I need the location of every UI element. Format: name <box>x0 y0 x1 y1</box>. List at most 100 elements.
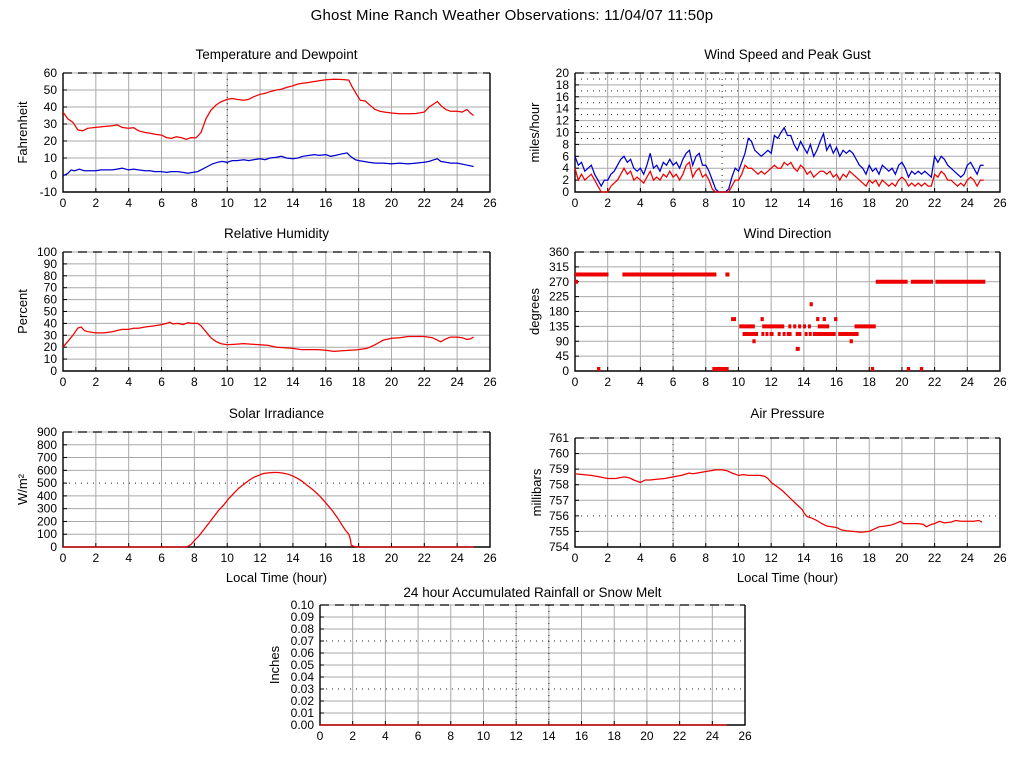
x-tick-label: 2 <box>93 196 100 210</box>
x-tick-label: 18 <box>352 551 366 565</box>
y-tick-label: 756 <box>549 509 569 523</box>
x-tick-label: 8 <box>702 196 709 210</box>
x-tick-label: 0 <box>572 375 579 389</box>
x-tick-label: 2 <box>349 729 356 743</box>
series-wind-direction <box>849 339 853 344</box>
x-tick-label: 12 <box>509 729 523 743</box>
y-tick-label: 45 <box>556 349 570 363</box>
y-tick-label: 40 <box>44 316 58 330</box>
y-tick-label: 16 <box>556 90 570 104</box>
x-tick-label: 4 <box>125 375 132 389</box>
y-tick-label: 300 <box>37 502 57 516</box>
y-tick-label: 10 <box>44 151 58 165</box>
x-tick-label: 20 <box>385 375 399 389</box>
x-tick-label: 22 <box>418 375 432 389</box>
x-tick-label: 16 <box>319 375 333 389</box>
y-tick-label: 0.03 <box>291 682 315 696</box>
y-axis-label: W/m² <box>15 473 30 505</box>
x-tick-label: 2 <box>93 551 100 565</box>
chart-title: Temperature and Dewpoint <box>195 47 357 62</box>
series-temperature <box>62 78 474 140</box>
x-tick-label: 26 <box>993 551 1007 565</box>
x-tick-label: 12 <box>253 375 267 389</box>
y-tick-label: 20 <box>44 134 58 148</box>
x-tick-label: 10 <box>221 551 235 565</box>
plot-frame <box>574 438 1001 548</box>
x-tick-label: 2 <box>93 375 100 389</box>
y-tick-label: -10 <box>40 185 58 199</box>
x-tick-label: 12 <box>764 551 778 565</box>
x-tick-label: 0 <box>60 196 67 210</box>
x-tick-label: 16 <box>319 551 333 565</box>
x-tick-label: 6 <box>158 375 165 389</box>
x-tick-label: 2 <box>604 551 611 565</box>
y-tick-label: 900 <box>37 425 57 439</box>
y-tick-label: 0 <box>562 185 569 199</box>
series-wind-direction <box>622 272 717 277</box>
x-tick-label: 20 <box>385 196 399 210</box>
y-tick-label: 70 <box>44 281 58 295</box>
x-tick-label: 4 <box>637 196 644 210</box>
series-wind-direction <box>761 331 765 336</box>
series-wind-direction <box>812 331 836 336</box>
x-tick-label: 18 <box>863 196 877 210</box>
y-tick-label: 0 <box>50 168 57 182</box>
y-axis-label: Percent <box>15 289 30 334</box>
x-tick-label: 22 <box>418 551 432 565</box>
chart-solar: 0 2 4 6 8 10 12 14 16 18 20 22 24 2601002003004005006… <box>15 406 497 585</box>
x-tick-label: 24 <box>961 375 975 389</box>
x-tick-label: 16 <box>830 375 844 389</box>
x-tick-label: 4 <box>125 196 132 210</box>
x-tick-label: 8 <box>191 196 198 210</box>
y-tick-label: 800 <box>37 438 57 452</box>
y-tick-label: 225 <box>549 290 569 304</box>
x-tick-label: 0 <box>572 551 579 565</box>
y-tick-label: 0.05 <box>291 658 315 672</box>
y-tick-label: 60 <box>44 66 58 80</box>
x-tick-label: 4 <box>637 375 644 389</box>
series-wind-direction <box>807 324 811 329</box>
y-tick-label: 700 <box>37 451 57 465</box>
x-tick-label: 14 <box>542 729 556 743</box>
y-tick-label: 90 <box>556 334 570 348</box>
series-wind-direction <box>752 339 756 344</box>
y-tick-label: 10 <box>556 126 570 140</box>
series-wind-direction <box>777 331 781 336</box>
y-tick-label: 8 <box>562 137 569 151</box>
x-tick-label: 6 <box>670 375 677 389</box>
y-axis-label: millibars <box>529 468 544 516</box>
series-wind-direction <box>765 331 769 336</box>
x-tick-label: 26 <box>483 375 497 389</box>
series-wind-direction <box>919 367 924 371</box>
x-tick-label: 26 <box>483 551 497 565</box>
x-tick-label: 24 <box>961 551 975 565</box>
x-tick-label: 14 <box>286 375 300 389</box>
y-tick-label: 270 <box>549 275 569 289</box>
y-tick-label: 0.01 <box>291 706 315 720</box>
x-tick-label: 8 <box>702 375 709 389</box>
x-tick-label: 8 <box>191 551 198 565</box>
x-tick-label: 20 <box>385 551 399 565</box>
x-tick-label: 18 <box>352 375 366 389</box>
y-tick-label: 758 <box>549 478 569 492</box>
x-tick-label: 22 <box>928 375 942 389</box>
x-tick-label: 18 <box>863 551 877 565</box>
x-tick-label: 22 <box>928 551 942 565</box>
y-tick-label: 600 <box>37 463 57 477</box>
x-tick-label: 8 <box>191 375 198 389</box>
series-wind-speed <box>574 161 984 193</box>
series-wind-direction <box>760 317 764 322</box>
x-tick-label: 16 <box>575 729 589 743</box>
y-tick-label: 0.09 <box>291 610 315 624</box>
x-tick-label: 0 <box>317 729 324 743</box>
y-tick-label: 755 <box>549 524 569 538</box>
series-wind-direction <box>822 317 826 322</box>
x-tick-label: 26 <box>483 196 497 210</box>
y-axis-label: Inches <box>267 645 282 684</box>
series-wind-direction <box>575 272 609 277</box>
series-wind-direction <box>725 272 730 277</box>
series-wind-direction <box>731 317 737 322</box>
y-tick-label: 0.04 <box>291 670 315 684</box>
series-wind-direction <box>793 324 797 329</box>
